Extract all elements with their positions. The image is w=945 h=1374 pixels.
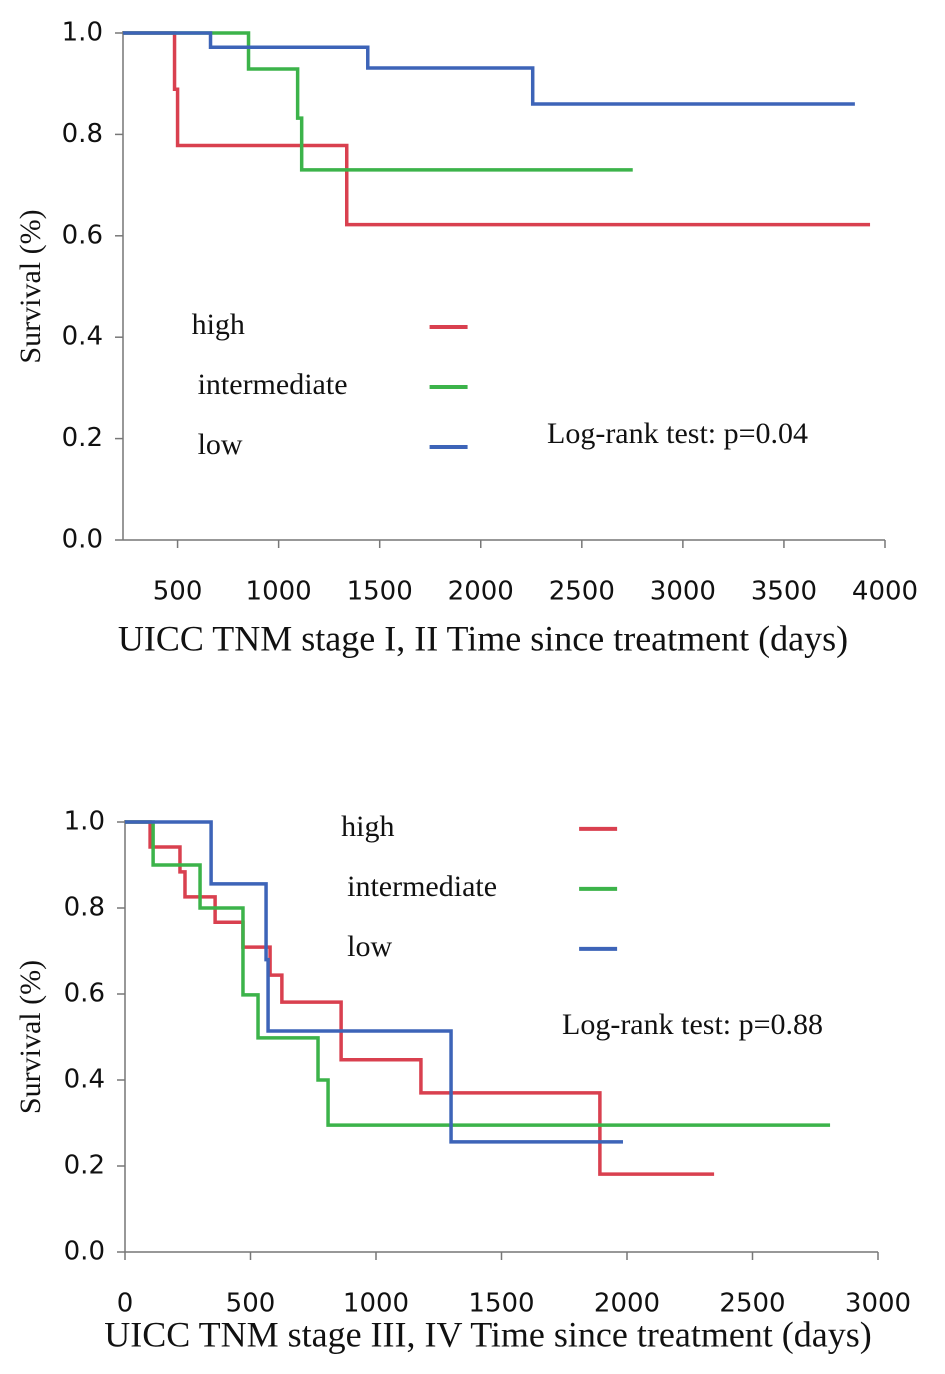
x-tick-label: 4000 — [852, 577, 918, 607]
x-tick-label: 1000 — [343, 1289, 409, 1319]
survival-curve — [123, 31, 871, 227]
x-tick-label: 500 — [226, 1289, 276, 1319]
annotation: Log-rank test: p=0.04 — [547, 417, 808, 450]
x-axis-label: UICC TNM stage I, II Time since treatmen… — [118, 618, 848, 658]
y-axis-label: Survival (%) — [14, 960, 47, 1114]
legend-label: intermediate — [198, 368, 348, 401]
x-tick-label: 1000 — [246, 577, 312, 607]
y-tick-label: 0.0 — [64, 1237, 105, 1267]
x-tick-label: 500 — [153, 577, 203, 607]
survival-curve — [125, 820, 831, 1127]
y-tick-label: 0.8 — [62, 119, 103, 149]
y-tick-label: 0.6 — [64, 979, 105, 1009]
survival-curve — [125, 820, 623, 1144]
x-tick-label: 3500 — [751, 577, 817, 607]
legend-label: low — [347, 930, 392, 963]
x-tick-label: 3000 — [845, 1289, 911, 1319]
legend-label: high — [192, 308, 245, 341]
y-tick-label: 0.2 — [62, 423, 103, 453]
x-tick-label: 1500 — [468, 1289, 534, 1319]
x-tick-label: 3000 — [650, 577, 716, 607]
x-tick-label: 2000 — [594, 1289, 660, 1319]
x-axis-label: UICC TNM stage III, IV Time since treatm… — [104, 1314, 872, 1354]
survival-curve — [123, 31, 855, 106]
survival-curve — [123, 31, 633, 172]
y-tick-label: 0.8 — [64, 893, 105, 923]
x-tick-label: 2500 — [719, 1289, 785, 1319]
y-axis-label: Survival (%) — [14, 209, 47, 363]
annotation: Log-rank test: p=0.88 — [562, 1008, 823, 1041]
y-tick-label: 0.4 — [62, 322, 103, 352]
y-tick-label: 0.4 — [64, 1065, 105, 1095]
x-tick-label: 2500 — [549, 577, 615, 607]
survival-curve — [125, 820, 715, 1176]
y-tick-label: 0.6 — [62, 220, 103, 250]
x-tick-label: 0 — [117, 1289, 134, 1319]
legend-label: high — [341, 810, 394, 843]
y-tick-label: 1.0 — [62, 18, 103, 48]
x-tick-label: 1500 — [347, 577, 413, 607]
legend-label: low — [198, 428, 243, 461]
y-tick-label: 1.0 — [64, 807, 105, 837]
y-tick-label: 0.0 — [62, 525, 103, 555]
legend-label: intermediate — [347, 870, 497, 903]
y-tick-label: 0.2 — [64, 1151, 105, 1181]
x-tick-label: 2000 — [448, 577, 514, 607]
